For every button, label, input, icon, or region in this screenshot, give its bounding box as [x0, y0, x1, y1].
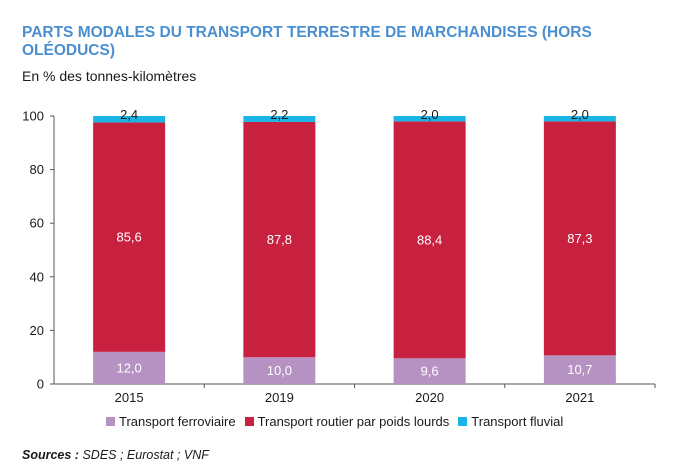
bar-segment-2020-2	[393, 116, 466, 122]
data-label-2020-0: 9,6	[421, 364, 439, 379]
chart-title: PARTS MODALES DU TRANSPORT TERRESTRE DE …	[22, 24, 592, 59]
legend-item-routier: Transport routier par poids lourds	[244, 414, 450, 429]
data-label-2019-2: 2,2	[270, 107, 288, 122]
x-tick-label: 2015	[115, 390, 144, 405]
y-tick-label: 20	[30, 323, 44, 338]
bar-segment-2020-0	[393, 358, 466, 384]
x-tick-label: 2021	[565, 390, 594, 405]
stacked-bar-chart: 0 20 40 60 80 100 12,0 85,6 2,4 2015 10,0 87,8 2,2 20…	[22, 107, 656, 405]
x-tick-label: 2019	[265, 390, 294, 405]
data-label-2019-1: 87,8	[267, 232, 292, 247]
data-label-2020-2: 2,0	[421, 107, 439, 122]
bar-segment-2015-0	[93, 351, 166, 384]
legend-swatch-fluvial	[458, 417, 468, 426]
data-label-2021-0: 10,7	[567, 362, 592, 377]
data-label-2019-0: 10,0	[267, 363, 292, 378]
legend-label-ferroviaire: Transport ferroviaire	[119, 414, 236, 429]
y-tick-label: 80	[30, 162, 44, 177]
data-label-2015-1: 85,6	[116, 230, 141, 245]
chart-subtitle: En % des tonnes-kilomètres	[22, 68, 197, 84]
legend-swatch-ferroviaire	[106, 417, 115, 426]
data-label-2021-1: 87,3	[567, 231, 592, 246]
y-tick-label: 40	[30, 269, 44, 284]
legend-label-fluvial: Transport fluvial	[471, 414, 564, 429]
legend-swatch-routier	[244, 417, 254, 426]
bar-segment-2019-0	[243, 357, 316, 384]
bar-segment-2015-1	[93, 122, 166, 352]
data-label-2015-2: 2,4	[120, 107, 138, 122]
sources-label: Sources :	[22, 448, 79, 462]
bar-segment-2021-1	[543, 121, 616, 356]
x-tick-label: 2020	[415, 390, 444, 405]
y-tick-label: 100	[22, 109, 44, 124]
sources-note: Sources : SDES ; Eurostat ; VNF	[22, 448, 209, 462]
sources-text: SDES ; Eurostat ; VNF	[82, 448, 209, 462]
chart-legend: Transport ferroviaire Transport routier …	[106, 414, 572, 429]
legend-item-ferroviaire: Transport ferroviaire	[106, 414, 236, 429]
bar-segment-2021-2	[543, 116, 616, 122]
data-label-2015-0: 12,0	[116, 360, 141, 375]
legend-item-fluvial: Transport fluvial	[458, 414, 563, 429]
bar-segment-2020-1	[393, 121, 466, 359]
y-tick-label: 0	[37, 377, 44, 392]
legend-label-routier: Transport routier par poids lourds	[257, 414, 450, 429]
y-tick-label: 60	[30, 216, 44, 231]
bar-segment-2021-0	[543, 355, 616, 384]
bar-segment-2019-1	[243, 121, 316, 358]
bar-segment-2019-2	[243, 116, 316, 122]
bar-segment-2015-2	[93, 116, 166, 123]
data-label-2020-1: 88,4	[417, 232, 442, 247]
data-label-2021-2: 2,0	[571, 107, 589, 122]
